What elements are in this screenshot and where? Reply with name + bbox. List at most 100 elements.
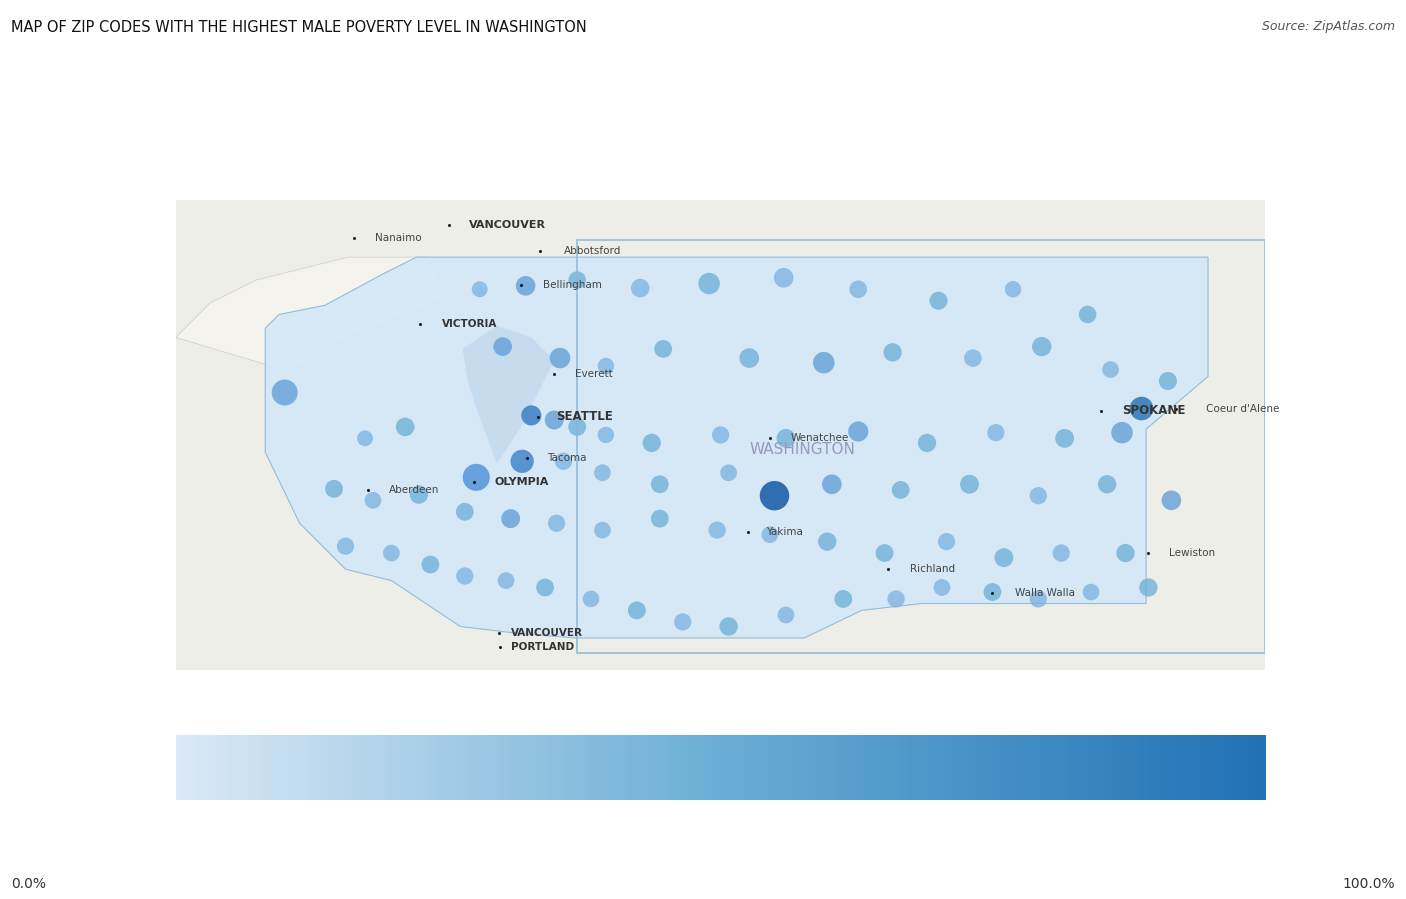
Point bbox=[1002, 282, 1025, 297]
Point bbox=[981, 585, 1004, 600]
Point bbox=[595, 428, 617, 442]
Bar bbox=[578, 240, 1265, 653]
Text: Aberdeen: Aberdeen bbox=[389, 485, 440, 495]
Text: Wenatchee: Wenatchee bbox=[790, 433, 849, 443]
Point bbox=[959, 477, 981, 492]
Text: Source: ZipAtlas.com: Source: ZipAtlas.com bbox=[1261, 20, 1395, 32]
Point bbox=[884, 592, 907, 606]
Text: Richland: Richland bbox=[910, 564, 955, 574]
Point bbox=[772, 271, 794, 285]
Point bbox=[553, 454, 575, 468]
Text: VANCOUVER: VANCOUVER bbox=[470, 220, 547, 230]
Point bbox=[873, 546, 896, 560]
Point bbox=[495, 574, 517, 588]
Point bbox=[380, 546, 402, 560]
Point bbox=[323, 482, 346, 496]
Point bbox=[491, 340, 513, 354]
Point bbox=[993, 550, 1015, 565]
Text: OLYMPIA: OLYMPIA bbox=[495, 477, 548, 487]
Text: SPOKANE: SPOKANE bbox=[1122, 405, 1185, 417]
Point bbox=[931, 580, 953, 594]
Polygon shape bbox=[176, 257, 451, 372]
Text: VICTORIA: VICTORIA bbox=[441, 318, 498, 329]
Point bbox=[832, 592, 855, 606]
Point bbox=[1095, 477, 1118, 492]
Point bbox=[648, 477, 671, 492]
Point bbox=[1099, 362, 1122, 377]
Text: Lewiston: Lewiston bbox=[1168, 548, 1215, 558]
Point bbox=[454, 569, 477, 583]
Point bbox=[710, 428, 733, 442]
Point bbox=[815, 534, 838, 548]
Point bbox=[775, 432, 797, 446]
Point bbox=[567, 273, 589, 288]
Point bbox=[595, 359, 617, 373]
Point bbox=[515, 279, 537, 293]
Point bbox=[1137, 580, 1160, 594]
Point bbox=[962, 351, 984, 365]
Point bbox=[821, 477, 844, 492]
Point bbox=[394, 420, 416, 434]
Point bbox=[1053, 432, 1076, 446]
Point bbox=[1111, 425, 1133, 440]
Polygon shape bbox=[176, 200, 1265, 670]
Point bbox=[935, 534, 957, 548]
Point bbox=[1050, 546, 1073, 560]
Point bbox=[882, 345, 904, 360]
Point bbox=[846, 424, 869, 439]
Text: PORTLAND: PORTLAND bbox=[510, 642, 574, 652]
Point bbox=[1130, 401, 1153, 415]
Point bbox=[408, 487, 430, 502]
Point bbox=[775, 608, 797, 622]
Point bbox=[1080, 585, 1102, 600]
Polygon shape bbox=[463, 326, 554, 464]
Text: Nanaimo: Nanaimo bbox=[375, 233, 422, 243]
Point bbox=[717, 619, 740, 634]
Point bbox=[984, 425, 1007, 440]
Text: Coeur d'Alene: Coeur d'Alene bbox=[1206, 404, 1279, 414]
Text: SEATTLE: SEATTLE bbox=[557, 410, 613, 423]
Point bbox=[706, 523, 728, 538]
Point bbox=[335, 539, 357, 554]
Point bbox=[641, 436, 664, 450]
Text: WASHINGTON: WASHINGTON bbox=[749, 442, 855, 458]
Text: Abbotsford: Abbotsford bbox=[564, 246, 621, 256]
Point bbox=[520, 408, 543, 423]
Point bbox=[1160, 494, 1182, 508]
Point bbox=[759, 528, 782, 542]
Point bbox=[354, 432, 377, 446]
Point bbox=[1077, 307, 1099, 322]
Text: VANCOUVER: VANCOUVER bbox=[510, 628, 582, 638]
Point bbox=[510, 454, 533, 468]
Point bbox=[1026, 592, 1049, 606]
Point bbox=[717, 466, 740, 480]
Point bbox=[890, 483, 912, 497]
Point bbox=[846, 282, 869, 297]
Point bbox=[454, 504, 477, 519]
Point bbox=[274, 386, 297, 400]
Point bbox=[1031, 340, 1053, 354]
Text: MAP OF ZIP CODES WITH THE HIGHEST MALE POVERTY LEVEL IN WASHINGTON: MAP OF ZIP CODES WITH THE HIGHEST MALE P… bbox=[11, 20, 586, 35]
Point bbox=[813, 355, 835, 369]
Text: Walla Walla: Walla Walla bbox=[1015, 588, 1076, 598]
Point bbox=[361, 494, 384, 508]
Text: Everett: Everett bbox=[575, 369, 613, 379]
Point bbox=[546, 516, 568, 530]
Point bbox=[591, 523, 613, 538]
Text: Bellingham: Bellingham bbox=[543, 280, 602, 289]
Text: Tacoma: Tacoma bbox=[547, 453, 586, 463]
Point bbox=[579, 592, 602, 606]
Text: 100.0%: 100.0% bbox=[1343, 877, 1395, 891]
Point bbox=[738, 351, 761, 365]
Point bbox=[591, 466, 613, 480]
Point bbox=[465, 470, 488, 485]
Point bbox=[543, 413, 565, 427]
Point bbox=[567, 420, 589, 434]
Point bbox=[672, 615, 695, 629]
Text: 0.0%: 0.0% bbox=[11, 877, 46, 891]
Point bbox=[534, 580, 557, 594]
Point bbox=[928, 294, 950, 308]
Point bbox=[915, 436, 938, 450]
Point bbox=[648, 512, 671, 526]
Point bbox=[499, 512, 522, 526]
